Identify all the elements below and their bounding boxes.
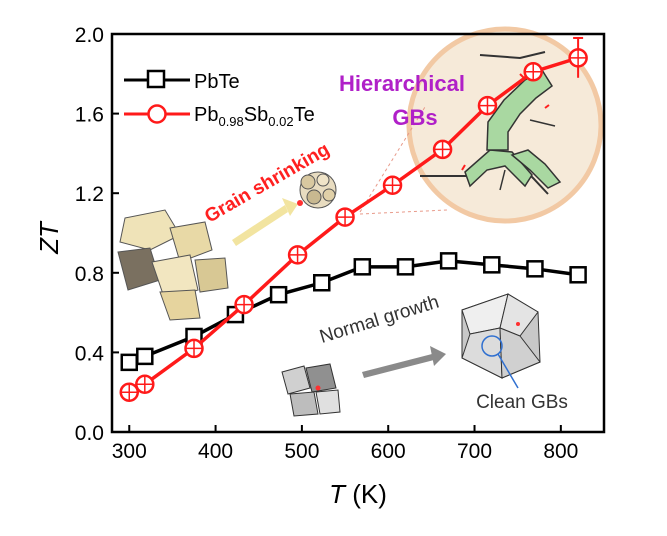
plot-frame: [110, 32, 606, 434]
data-point-pb098sb002te: [119, 382, 140, 402]
data-point-pbte: [439, 252, 458, 270]
large-clean-grains-illustration: [461, 293, 541, 389]
data-point-pbte: [120, 353, 139, 372]
x-tick-label: 700: [457, 440, 492, 463]
data-point-pb098sb002te: [287, 245, 308, 265]
hierarchical-gb-inset: [406, 26, 604, 224]
large-grains-illustration: [117, 209, 229, 321]
data-point-pb098sb002te: [234, 294, 254, 315]
legend-entry-pb098sb002te: Pb0.98Sb0.02Te: [124, 104, 315, 129]
data-point-pbte: [312, 274, 331, 292]
data-point-pb098sb002te: [335, 207, 355, 227]
y-tick-label: 0.8: [75, 263, 104, 286]
inset-guide-lines: [359, 106, 448, 215]
data-point-pb098sb002te: [382, 175, 403, 195]
y-axis-label: ZT: [34, 220, 64, 255]
x-axis-label: T (K): [329, 479, 387, 509]
data-point-pbte: [483, 256, 501, 274]
data-point-pb098sb002te: [432, 139, 453, 160]
annotation-normal-growth: Normal growth: [317, 292, 441, 348]
annotation-hierarchical: Hierarchical: [339, 71, 465, 96]
data-point-pb098sb002te: [568, 48, 588, 68]
x-tick-label: 400: [198, 440, 233, 463]
data-point-pb098sb002te: [184, 338, 204, 359]
data-point-pbte: [136, 347, 154, 366]
annotation-clean-gbs: Clean GBs: [476, 392, 568, 413]
data-point-pbte: [269, 285, 288, 304]
data-point-pb098sb002te: [523, 62, 543, 82]
data-point-pbte: [569, 266, 587, 284]
small-grains-illustration: [297, 171, 337, 209]
x-tick-label: 600: [371, 440, 406, 463]
y-tick-label: 1.2: [75, 183, 104, 206]
y-tick-label: 1.6: [75, 104, 104, 127]
legend-label-pbte: PbTe: [194, 71, 240, 93]
x-tick-label: 500: [284, 440, 319, 463]
data-point-pb098sb002te: [135, 374, 155, 394]
normal-growth-small-grains: [281, 363, 341, 417]
x-tick-label: 300: [112, 440, 147, 463]
annotation-gbs: GBs: [392, 105, 437, 130]
grain-shrinking-arrow: [232, 198, 298, 246]
data-point-pb098sb002te: [477, 95, 498, 116]
legend-entry-pbte: PbTe: [124, 69, 240, 93]
axis-ticks: 300 400 500 600 700 800 0.0 0.4 0.8 1.2 1.6 2.0: [75, 24, 579, 463]
x-tick-label: 800: [543, 440, 578, 463]
data-point-pbte: [353, 258, 372, 276]
legend-label-pb098sb002te: Pb0.98Sb0.02Te: [194, 104, 315, 129]
y-tick-label: 0.0: [75, 422, 104, 445]
normal-growth-arrow: [362, 346, 446, 378]
series-layer: [119, 36, 588, 402]
y-tick-label: 0.4: [75, 342, 105, 365]
y-tick-label: 2.0: [75, 24, 104, 47]
data-point-pbte: [396, 258, 415, 276]
legend: PbTe Pb0.98Sb0.02Te: [124, 69, 315, 129]
data-point-pbte: [526, 260, 544, 278]
